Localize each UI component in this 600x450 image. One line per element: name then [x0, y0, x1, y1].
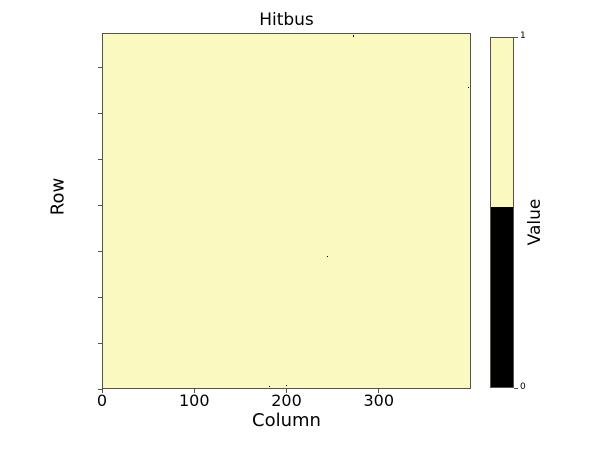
heatmap-plot-area[interactable]: [102, 33, 471, 389]
x-axis-label: Column: [252, 410, 321, 431]
colorbar-tick-mark: [514, 37, 518, 38]
y-tick-mark: [98, 250, 102, 252]
y-tick-mark: [98, 342, 102, 344]
colorbar-tick-label: 1: [520, 31, 526, 41]
x-tick-label: 200: [271, 391, 302, 410]
x-tick-label: 0: [96, 391, 108, 410]
y-tick-mark: [98, 204, 102, 206]
heatmap-zero-cell: [467, 86, 470, 89]
x-tick-label: 100: [178, 391, 210, 410]
heatmap-zero-cell: [352, 35, 354, 37]
y-tick-mark: [98, 66, 102, 68]
x-tick-mark: [101, 389, 103, 393]
x-tick-mark: [378, 389, 380, 393]
colorbar-label: Value: [525, 198, 545, 246]
colorbar-tick-mark: [514, 388, 518, 389]
colorbar-low-band: [491, 207, 513, 387]
colorbar-high-band: [491, 38, 513, 208]
x-tick-mark: [193, 389, 195, 393]
chart-title: Hitbus: [259, 10, 314, 30]
x-tick-mark: [286, 389, 288, 393]
heatmap-zero-cell: [326, 256, 328, 258]
y-tick-mark: [98, 158, 102, 160]
heatmap-zero-cell: [286, 384, 288, 387]
y-tick-mark: [98, 388, 102, 390]
x-tick-label: 300: [363, 391, 395, 410]
colorbar-tick-label: 0: [520, 382, 526, 392]
heatmap-zero-cell: [268, 385, 270, 388]
y-tick-mark: [98, 112, 102, 114]
y-axis-label: Row: [47, 177, 69, 216]
colorbar[interactable]: [490, 37, 514, 388]
y-tick-mark: [98, 296, 102, 298]
heatmap-zero-cell: [133, 387, 136, 388]
